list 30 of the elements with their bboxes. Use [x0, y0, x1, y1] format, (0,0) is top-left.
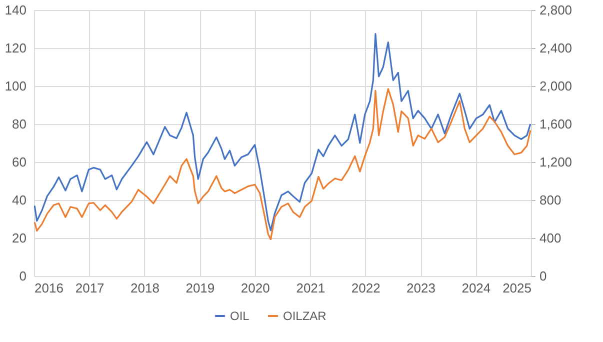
y-tick-label: 20 [12, 230, 26, 246]
line-series [34, 88, 531, 240]
y2-tick-label: 800 [540, 192, 562, 208]
y2-tick-label: 0 [540, 268, 547, 284]
y-tick-label: 60 [12, 154, 26, 170]
y-tick-label: 120 [4, 40, 26, 56]
y-tick-label: 40 [12, 192, 26, 208]
y-tick-label: 100 [4, 78, 26, 94]
x-tick-label: 2019 [186, 280, 215, 296]
x-tick-label: 2017 [75, 280, 104, 296]
y2-tick-label: 2,000 [540, 78, 572, 94]
x-tick-label: 2024 [462, 280, 491, 296]
y2-tick-label: 400 [540, 230, 562, 246]
x-tick-label: 2022 [351, 280, 380, 296]
x-tick-label: 2016 [34, 280, 64, 296]
line-series [34, 32, 531, 232]
y2-tick-label: 1,600 [540, 116, 572, 132]
y-tick-label: 0 [19, 268, 26, 284]
x-tick-label: 2021 [296, 280, 326, 296]
legend-label: OILZAR [283, 309, 327, 323]
x-tick-label: 2025 [502, 280, 532, 296]
y-tick-label: 80 [12, 116, 26, 132]
x-tick-label: 2020 [240, 280, 270, 296]
y2-tick-label: 1,200 [540, 154, 572, 170]
x-tick-label: 2023 [406, 280, 436, 296]
x-tick-label: 2018 [130, 280, 160, 296]
y-tick-label: 140 [4, 2, 26, 18]
y2-tick-label: 2,400 [540, 40, 572, 56]
y2-tick-label: 2,800 [540, 2, 572, 18]
legend-label: OIL [230, 309, 250, 323]
